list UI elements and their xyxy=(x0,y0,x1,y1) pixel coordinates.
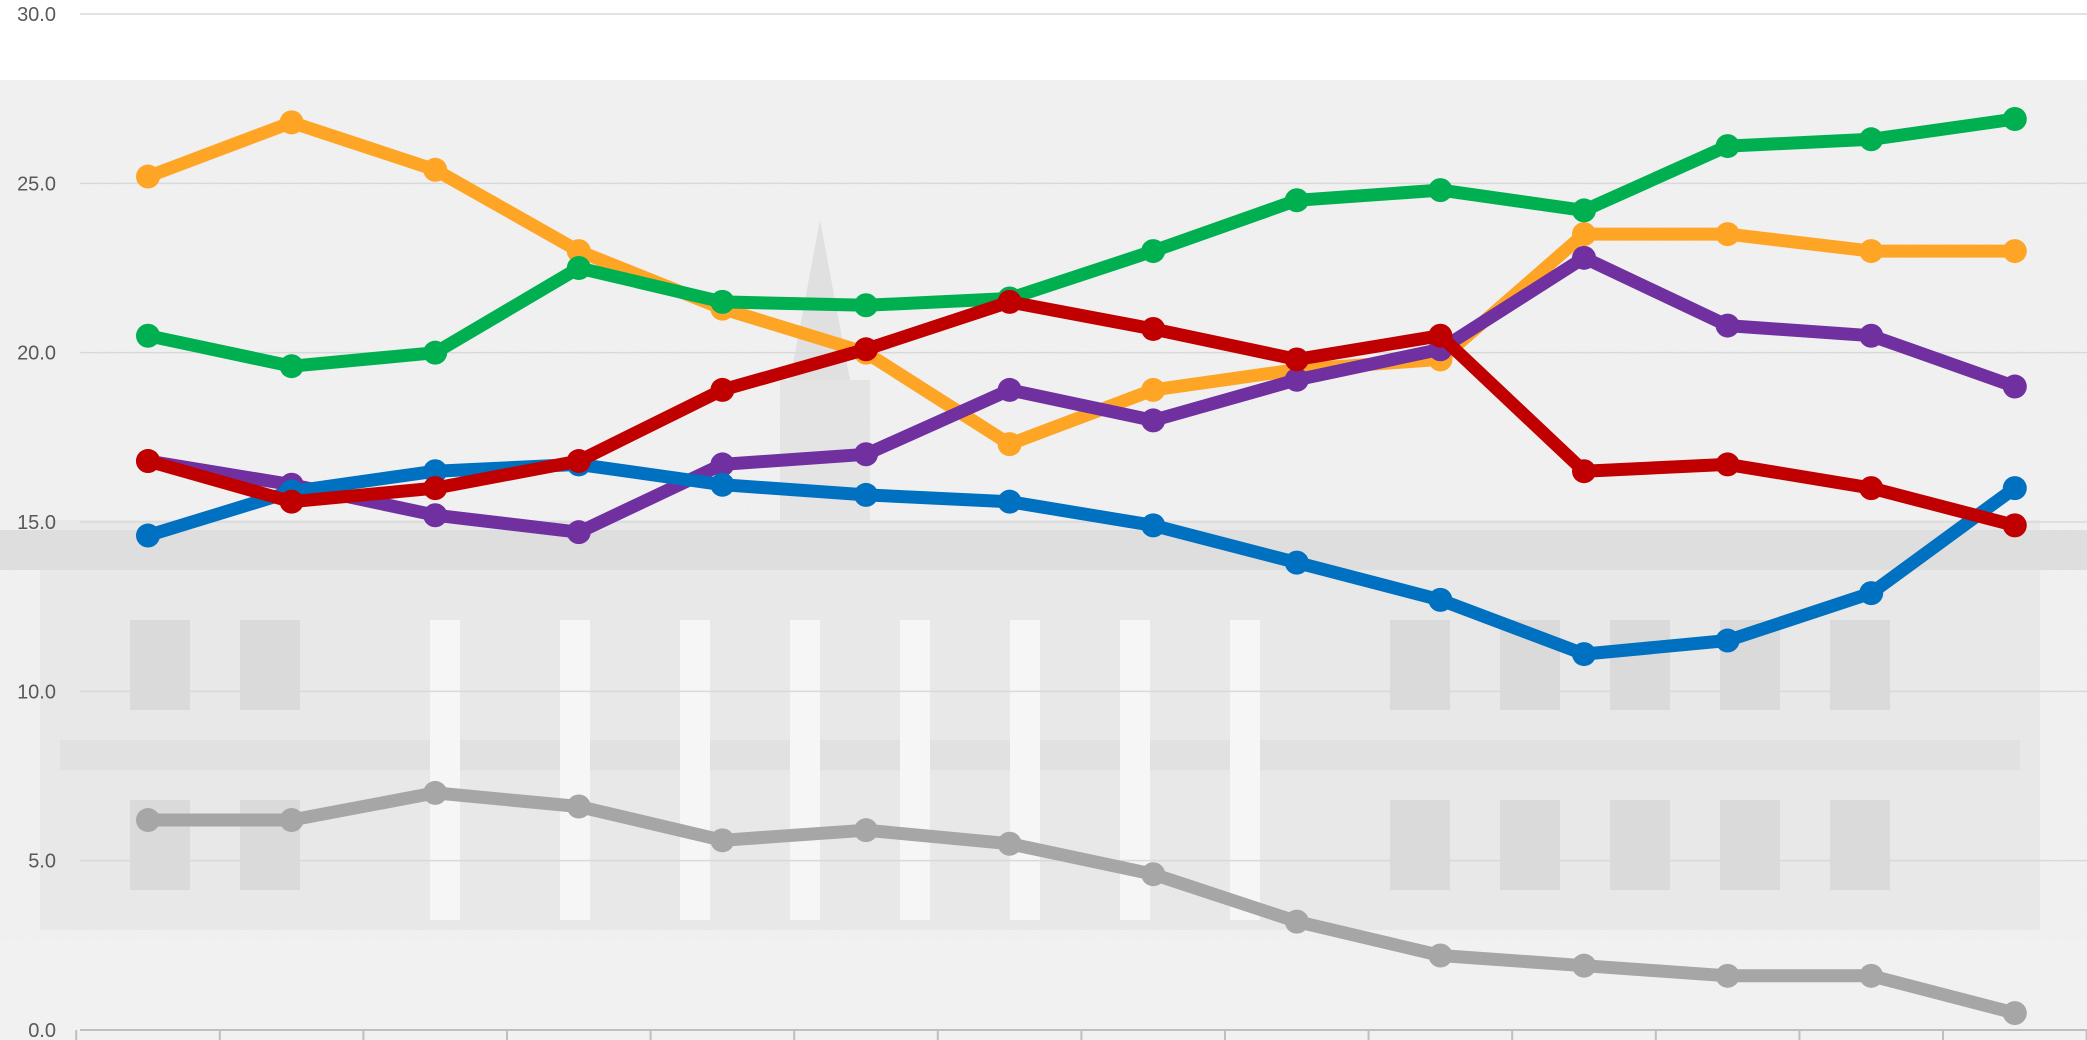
data-point xyxy=(1284,550,1309,575)
data-point xyxy=(1715,963,1740,988)
data-point xyxy=(854,818,878,843)
data-point xyxy=(1141,862,1166,887)
data-point xyxy=(997,289,1022,314)
series-line xyxy=(141,251,2022,539)
data-point xyxy=(1572,245,1596,270)
data-point xyxy=(423,157,448,182)
series-4 xyxy=(136,452,2027,667)
data-point xyxy=(1715,313,1740,338)
data-point xyxy=(1859,581,1884,606)
data-point xyxy=(1141,377,1166,402)
data-point xyxy=(1428,587,1453,612)
data-point xyxy=(566,794,591,819)
data-point xyxy=(2002,106,2027,131)
data-point xyxy=(1859,239,1884,264)
data-point xyxy=(997,377,1022,402)
data-point xyxy=(1284,367,1309,392)
data-point xyxy=(1859,476,1884,501)
y-tick-label: 0.0 xyxy=(28,1020,56,1040)
data-point xyxy=(423,340,448,365)
data-point xyxy=(710,828,735,853)
y-tick-label: 20.0 xyxy=(17,343,56,365)
series-3 xyxy=(136,245,2027,545)
series-2 xyxy=(136,106,2027,379)
data-point xyxy=(1428,943,1453,968)
y-tick-label: 5.0 xyxy=(28,851,56,873)
series-5 xyxy=(136,289,2027,538)
series-line xyxy=(141,112,2022,373)
data-point xyxy=(1572,222,1596,247)
data-point xyxy=(1572,459,1596,484)
data-point xyxy=(997,831,1022,856)
y-tick-label: 15.0 xyxy=(17,512,56,534)
data-point xyxy=(854,442,878,467)
data-point xyxy=(423,780,448,805)
data-point xyxy=(1141,408,1166,433)
data-point xyxy=(136,523,160,548)
data-point xyxy=(136,164,160,189)
data-point xyxy=(854,482,878,507)
data-point xyxy=(1859,963,1884,988)
series-6 xyxy=(136,780,2027,1026)
data-point xyxy=(1428,323,1453,348)
data-point xyxy=(1572,642,1596,667)
y-tick-label: 25.0 xyxy=(17,173,56,195)
data-point xyxy=(854,293,878,318)
data-point xyxy=(710,377,735,402)
y-axis-tick-labels: 0.0 5.0 10.0 15.0 20.0 25.0 30.0 xyxy=(17,4,56,1040)
y-tick-label: 30.0 xyxy=(17,4,56,26)
data-point xyxy=(566,520,591,545)
data-point xyxy=(2002,239,2027,264)
data-point xyxy=(1141,239,1166,264)
y-tick-label: 10.0 xyxy=(17,681,56,703)
data-point xyxy=(1141,316,1166,341)
data-point xyxy=(1715,134,1740,159)
data-point xyxy=(1141,513,1166,538)
data-point xyxy=(710,472,735,497)
series-line xyxy=(141,786,2022,1020)
data-point xyxy=(279,808,304,833)
x-axis xyxy=(75,1029,2087,1040)
series-line xyxy=(141,457,2022,661)
data-point xyxy=(997,489,1022,514)
data-point xyxy=(1572,953,1596,978)
data-point xyxy=(710,289,735,314)
data-point xyxy=(1572,198,1596,223)
data-point xyxy=(2002,1001,2027,1026)
data-point xyxy=(1428,178,1453,203)
data-point xyxy=(279,354,304,379)
data-point xyxy=(136,323,160,348)
data-point xyxy=(1715,628,1740,653)
data-point xyxy=(279,110,304,135)
data-point xyxy=(136,808,160,833)
palace-background-image xyxy=(0,80,2087,1040)
data-point xyxy=(279,489,304,514)
data-point xyxy=(997,432,1022,457)
data-point xyxy=(1715,452,1740,477)
series-line xyxy=(141,115,2022,451)
data-point xyxy=(854,337,878,362)
data-point xyxy=(1859,127,1884,152)
data-point xyxy=(1284,188,1309,213)
data-point xyxy=(2002,476,2027,501)
data-point xyxy=(566,239,591,264)
data-point xyxy=(1715,222,1740,247)
data-point xyxy=(423,503,448,528)
data-point xyxy=(566,256,591,280)
data-point xyxy=(136,449,160,474)
data-point xyxy=(2002,513,2027,538)
data-point xyxy=(423,459,448,484)
data-point xyxy=(423,476,448,501)
data-point xyxy=(1284,347,1309,372)
data-point xyxy=(1284,909,1309,934)
data-point xyxy=(710,452,735,477)
data-point xyxy=(566,449,591,474)
data-point xyxy=(2002,374,2027,399)
series-lines xyxy=(136,106,2027,1026)
data-point xyxy=(1859,323,1884,348)
series-line xyxy=(141,295,2022,532)
